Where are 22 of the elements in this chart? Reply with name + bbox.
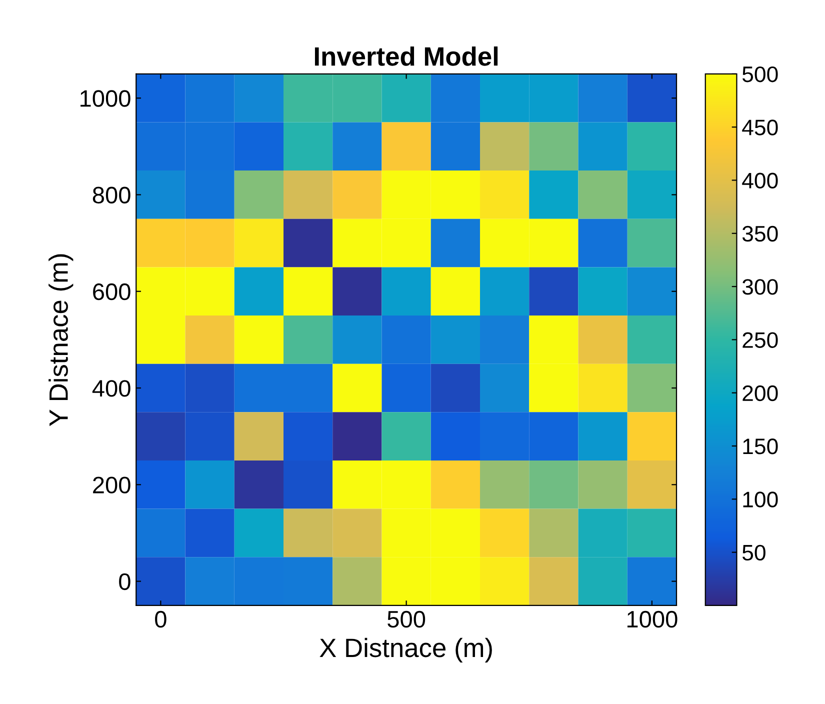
x-axis-title: X Distnace (m) [320,638,492,662]
color-bar-label: 300 [742,279,778,295]
y-axis-title: Y Distnace (m) [48,254,74,426]
y-tick-label: 1000 [80,90,130,107]
y-tick-label: 800 [92,186,130,204]
color-bar-label: 350 [742,226,778,242]
color-bar-label: 50 [742,544,766,561]
chart-title: Inverted Model [314,46,498,66]
x-tick-label: 0 [155,610,166,628]
color-bar-label: 100 [743,492,778,508]
x-tick-label: 500 [388,610,426,628]
y-tick-label: 200 [93,476,130,494]
color-bar-label: 250 [742,332,778,348]
y-tick-label: 400 [92,380,130,397]
color-bar-label: 200 [742,385,778,402]
color-bar-label: 400 [742,172,778,188]
color-bar-label: 450 [742,120,778,136]
color-bar-label: 150 [743,438,778,454]
color-bar-label: 500 [742,66,778,82]
x-tick-label: 1000 [627,610,678,628]
y-tick-label: 600 [93,283,130,300]
y-tick-label: 0 [119,573,130,590]
